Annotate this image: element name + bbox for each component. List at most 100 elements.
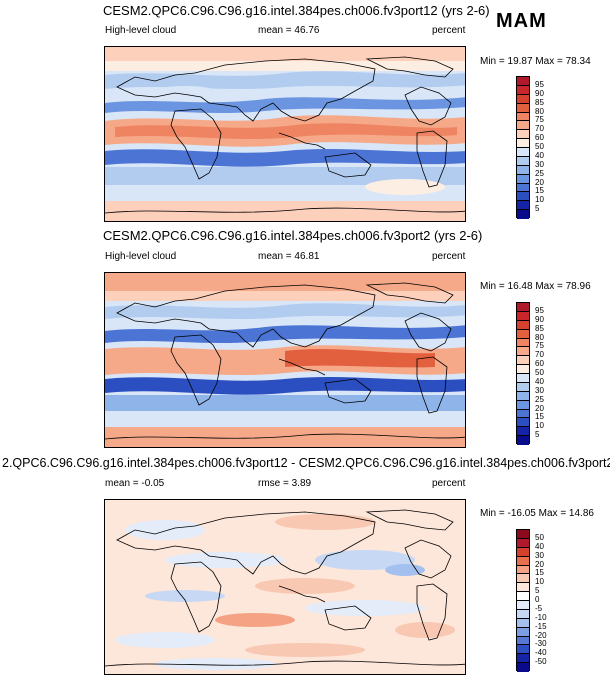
colorbar-tick-label: -5 bbox=[535, 603, 543, 613]
colorbar-segment bbox=[517, 574, 529, 584]
colorbar-segment bbox=[517, 565, 529, 575]
colorbar-tick-label: 40 bbox=[535, 376, 544, 386]
panel-1-colorbar bbox=[516, 76, 530, 219]
colorbar-segment bbox=[517, 303, 529, 312]
colorbar-segment bbox=[517, 556, 529, 566]
colorbar-tick-label: 60 bbox=[535, 359, 544, 369]
colorbar-segment bbox=[517, 183, 529, 193]
colorbar-segment bbox=[517, 94, 529, 104]
colorbar-tick-label: 5 bbox=[535, 430, 540, 440]
panel-2-colorbar bbox=[516, 302, 530, 445]
colorbar-segment bbox=[517, 112, 529, 122]
colorbar-tick-label: 70 bbox=[535, 124, 544, 134]
colorbar-segment bbox=[517, 338, 529, 348]
colorbar-tick-label: 20 bbox=[535, 559, 544, 569]
colorbar-segment bbox=[517, 329, 529, 339]
panel-2-minmax: Min = 16.48 Max = 78.96 bbox=[480, 281, 591, 292]
panel-3-colorbar bbox=[516, 529, 530, 672]
colorbar-tick-label: 50 bbox=[535, 368, 544, 377]
colorbar-segment bbox=[517, 663, 529, 672]
colorbar-segment bbox=[517, 174, 529, 184]
colorbar-segment bbox=[517, 85, 529, 95]
colorbar-tick-label: 25 bbox=[535, 394, 544, 404]
colorbar-segment bbox=[517, 139, 529, 148]
colorbar-segment bbox=[517, 192, 529, 202]
colorbar-tick-label: 95 bbox=[535, 79, 544, 89]
colorbar-tick-label: 10 bbox=[535, 195, 544, 205]
panel-1-mean: mean = 46.76 bbox=[258, 25, 320, 36]
colorbar-segment bbox=[517, 103, 529, 113]
colorbar-tick-label: 10 bbox=[535, 421, 544, 431]
colorbar-segment bbox=[517, 320, 529, 330]
colorbar-tick-label: 20 bbox=[535, 177, 544, 187]
panel-3-rmse: rmse = 3.89 bbox=[258, 478, 312, 489]
colorbar-tick-label: 5 bbox=[535, 586, 540, 596]
panel-1-map bbox=[104, 46, 466, 222]
colorbar-tick-label: 80 bbox=[535, 332, 544, 342]
colorbar-tick-label: 20 bbox=[535, 403, 544, 413]
colorbar-tick-label: 75 bbox=[535, 115, 544, 125]
colorbar-segment bbox=[517, 210, 529, 219]
colorbar-segment bbox=[517, 77, 529, 86]
colorbar-segment bbox=[517, 427, 529, 437]
colorbar-segment bbox=[517, 609, 529, 619]
colorbar-tick-label: 85 bbox=[535, 323, 544, 333]
colorbar-tick-label: 90 bbox=[535, 88, 544, 98]
panel-2-title: CESM2.QPC6.C96.C96.g16.intel.384pes.ch00… bbox=[103, 228, 483, 243]
colorbar-tick-label: 70 bbox=[535, 350, 544, 360]
panel-3-title: 2.QPC6.C96.C96.g16.intel.384pes.ch006.fv… bbox=[2, 456, 610, 470]
colorbar-tick-label: 30 bbox=[535, 159, 544, 169]
colorbar-tick-label: 95 bbox=[535, 305, 544, 315]
colorbar-segment bbox=[517, 311, 529, 321]
season-label: MAM bbox=[496, 10, 547, 32]
panel-2-units: percent bbox=[432, 251, 466, 262]
panel-3-units: percent bbox=[432, 478, 466, 489]
colorbar-tick-label: -15 bbox=[535, 621, 547, 631]
colorbar-tick-label: 50 bbox=[535, 142, 544, 151]
colorbar-tick-label: 90 bbox=[535, 314, 544, 324]
colorbar-segment bbox=[517, 201, 529, 211]
panel-2-map bbox=[104, 272, 466, 448]
colorbar-tick-label: 60 bbox=[535, 133, 544, 143]
colorbar-segment bbox=[517, 130, 529, 140]
colorbar-segment bbox=[517, 538, 529, 548]
colorbar-segment bbox=[517, 347, 529, 357]
colorbar-segment bbox=[517, 530, 529, 539]
colorbar-segment bbox=[517, 382, 529, 392]
colorbar-tick-label: 30 bbox=[535, 385, 544, 395]
colorbar-segment bbox=[517, 409, 529, 419]
colorbar-tick-label: 0 bbox=[535, 595, 540, 604]
colorbar-segment bbox=[517, 618, 529, 628]
colorbar-tick-label: 30 bbox=[535, 550, 544, 560]
colorbar-segment bbox=[517, 400, 529, 410]
colorbar-tick-label: 10 bbox=[535, 577, 544, 587]
colorbar-tick-label: 40 bbox=[535, 150, 544, 160]
colorbar-segment bbox=[517, 547, 529, 557]
panel-2-variable-label: High-level cloud bbox=[105, 251, 177, 262]
colorbar-segment bbox=[517, 365, 529, 374]
colorbar-tick-label: -30 bbox=[535, 639, 547, 649]
colorbar-segment bbox=[517, 592, 529, 601]
colorbar-tick-label: 15 bbox=[535, 186, 544, 196]
colorbar-segment bbox=[517, 601, 529, 610]
colorbar-segment bbox=[517, 627, 529, 637]
panel-3-minmax: Min = -16.05 Max = 14.86 bbox=[480, 508, 594, 519]
panel-3-mean: mean = -0.05 bbox=[105, 478, 165, 489]
panel-2-mean: mean = 46.81 bbox=[258, 251, 320, 262]
colorbar-tick-label: -10 bbox=[535, 612, 547, 622]
colorbar-tick-label: 75 bbox=[535, 341, 544, 351]
panel-1-variable-label: High-level cloud bbox=[105, 25, 177, 36]
colorbar-segment bbox=[517, 654, 529, 664]
colorbar-segment bbox=[517, 636, 529, 646]
colorbar-segment bbox=[517, 645, 529, 655]
colorbar-tick-label: 15 bbox=[535, 568, 544, 578]
colorbar-segment bbox=[517, 583, 529, 593]
colorbar-tick-label: -50 bbox=[535, 657, 547, 667]
colorbar-tick-label: 50 bbox=[535, 532, 544, 542]
panel-1-title: CESM2.QPC6.C96.C96.g16.intel.384pes.ch00… bbox=[103, 3, 490, 18]
colorbar-tick-label: 80 bbox=[535, 106, 544, 116]
colorbar-tick-label: 85 bbox=[535, 97, 544, 107]
colorbar-segment bbox=[517, 436, 529, 445]
colorbar-segment bbox=[517, 356, 529, 366]
panel-1-units: percent bbox=[432, 25, 466, 36]
